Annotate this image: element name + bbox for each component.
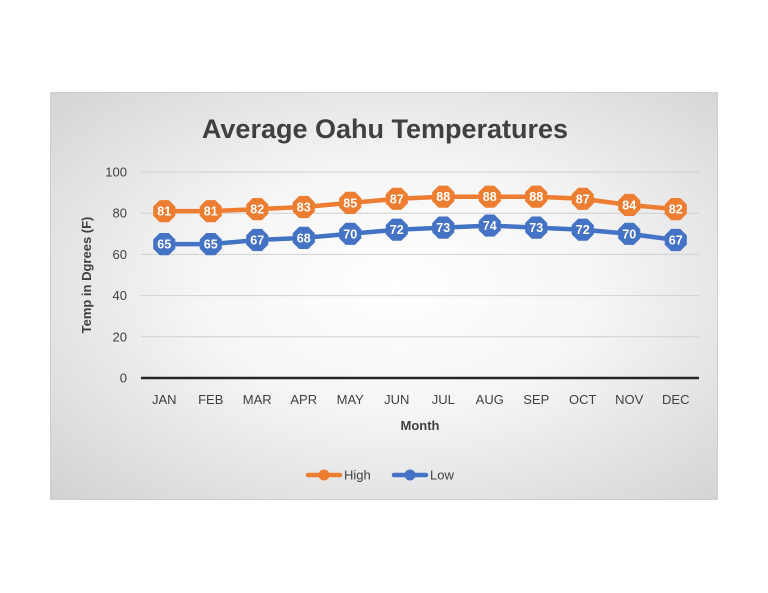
x-tick-label: SEP xyxy=(523,392,549,407)
x-tick-label: APR xyxy=(290,392,317,407)
data-label-high: 85 xyxy=(343,196,357,210)
data-label-low: 73 xyxy=(436,221,450,235)
data-label-high: 82 xyxy=(669,203,683,217)
data-point-low xyxy=(246,228,269,252)
data-label-low: 67 xyxy=(669,233,683,247)
data-point-low xyxy=(571,218,594,241)
data-point-high xyxy=(385,187,408,210)
data-point-low xyxy=(618,222,641,245)
data-label-low: 67 xyxy=(250,233,264,247)
data-label-low: 70 xyxy=(343,227,357,241)
data-point-low xyxy=(664,228,687,252)
y-tick-label: 40 xyxy=(113,288,127,303)
x-tick-label: AUG xyxy=(476,392,504,407)
y-tick-label: 100 xyxy=(105,165,127,180)
x-tick-label: OCT xyxy=(569,392,597,407)
x-tick-label: FEB xyxy=(198,392,223,407)
x-tick-label: JAN xyxy=(152,392,177,407)
data-point-high xyxy=(339,191,362,214)
chart-title: Average Oahu Temperatures xyxy=(202,114,568,144)
x-tick-label: MAY xyxy=(337,392,365,407)
data-label-high: 84 xyxy=(622,198,636,212)
data-point-low xyxy=(432,216,455,239)
x-tick-label: NOV xyxy=(615,392,644,407)
x-tick-label: DEC xyxy=(662,392,689,407)
data-point-low xyxy=(385,218,408,241)
y-tick-label: 0 xyxy=(120,371,127,386)
x-tick-label: JUN xyxy=(384,392,409,407)
data-label-high: 87 xyxy=(390,192,404,206)
chart-panel: Average Oahu Temperatures 0 20 40 60 80 100 JAN… xyxy=(50,92,718,500)
data-label-high: 83 xyxy=(297,201,311,215)
data-point-high xyxy=(525,185,548,208)
data-label-low: 72 xyxy=(576,223,590,237)
data-point-low xyxy=(525,216,548,239)
y-tick-label: 80 xyxy=(113,206,127,221)
data-label-low: 72 xyxy=(390,223,404,237)
legend-marker-low xyxy=(404,469,416,481)
data-label-low: 73 xyxy=(529,221,543,235)
legend-label-low: Low xyxy=(430,468,454,483)
data-point-high xyxy=(432,185,455,208)
series-line-high xyxy=(162,194,679,214)
series-line-low xyxy=(162,223,679,247)
y-tick-label: 20 xyxy=(113,329,127,344)
legend-label-high: High xyxy=(344,468,371,483)
y-axis-title: Temp in Dgrees (F) xyxy=(79,217,94,334)
data-label-high: 88 xyxy=(483,190,497,204)
data-label-low: 65 xyxy=(204,238,218,252)
data-label-low: 74 xyxy=(483,219,497,233)
x-axis-title: Month xyxy=(401,418,440,433)
data-label-high: 81 xyxy=(204,205,218,219)
legend-marker-high xyxy=(318,469,330,481)
data-point-high xyxy=(246,198,269,221)
data-label-low: 68 xyxy=(297,231,311,245)
data-point-high xyxy=(571,187,594,210)
data-point-low xyxy=(199,233,222,256)
data-label-low: 70 xyxy=(622,227,636,241)
data-point-low xyxy=(153,233,176,256)
data-point-high xyxy=(199,200,222,223)
data-label-high: 81 xyxy=(157,205,171,219)
x-tick-label: JUL xyxy=(432,392,455,407)
line-chart: Average Oahu Temperatures 0 20 40 60 80 100 JAN… xyxy=(79,114,699,483)
data-label-high: 88 xyxy=(529,190,543,204)
data-label-low: 65 xyxy=(157,238,171,252)
data-point-high xyxy=(618,193,641,216)
y-tick-label: 60 xyxy=(113,247,127,262)
data-label-high: 87 xyxy=(576,192,590,206)
data-point-high xyxy=(292,195,315,219)
x-tick-label: MAR xyxy=(243,392,272,407)
data-label-high: 82 xyxy=(250,203,264,217)
data-point-high xyxy=(153,200,176,223)
data-point-high xyxy=(478,185,501,208)
data-point-low xyxy=(339,222,362,245)
data-point-low xyxy=(478,214,501,237)
data-point-high xyxy=(664,198,687,221)
data-label-high: 88 xyxy=(436,190,450,204)
data-point-low xyxy=(292,226,315,249)
